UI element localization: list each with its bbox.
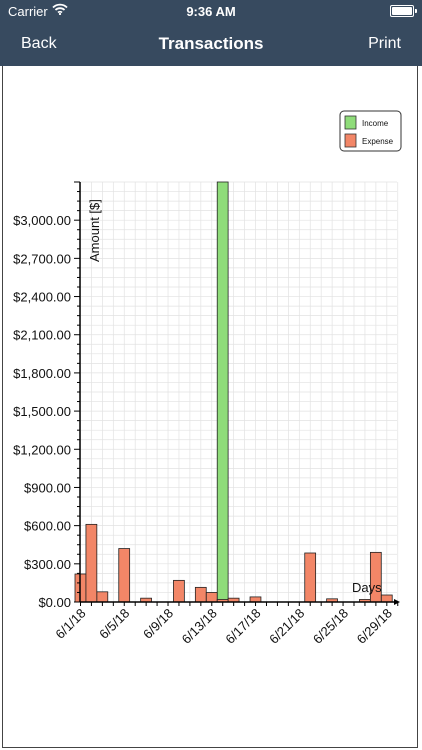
wifi-icon [52,3,68,18]
back-button[interactable]: Back [21,35,57,52]
chart-axes: $0.00 $300.00 $600.00 $900.00 $1,200.00 $1,50… [13,181,400,647]
y-tick-label: $2,100.00 [13,328,71,343]
x-tick-label: 6/5/18 [96,606,132,642]
bar-expense [205,592,218,603]
y-tick-label: $1,500.00 [13,404,71,419]
x-axis-title: Days [352,580,382,595]
bar-expense [96,591,109,603]
y-tick-label: $2,700.00 [13,251,71,266]
legend-swatch-expense [344,133,357,148]
battery-icon [390,5,417,17]
page-title: Transactions [158,34,264,53]
x-axis-arrow [394,599,400,605]
chart-container [2,66,418,748]
x-tick-label: 6/25/18 [310,606,351,647]
x-tick-label: 6/29/18 [354,606,395,647]
chart-grid [80,181,399,603]
print-button[interactable]: Print [368,35,401,52]
y-tick-label: $900.00 [24,480,71,495]
x-tick-label: 6/1/18 [52,606,88,642]
x-tick-label: 6/17/18 [222,606,263,647]
bar-expense [249,596,262,603]
y-tick-label: $2,400.00 [13,290,71,305]
x-tick-label: 6/9/18 [140,606,176,642]
y-tick-label: $3,000.00 [13,213,71,228]
y-tick-label: $1,200.00 [13,442,71,457]
y-tick-label: $1,800.00 [13,366,71,381]
legend-label-income: Income [362,119,389,128]
chart-legend: Income Expense [339,110,402,152]
legend-swatch-income [344,115,357,130]
bar-income [216,181,229,603]
bar-expense [85,523,98,603]
bar-expense [194,586,207,603]
y-tick-label: $600.00 [24,519,71,534]
nav-bar: Back Transactions Print [0,22,422,66]
x-tick-label: 6/13/18 [179,606,220,647]
carrier-label: Carrier [8,4,48,19]
status-time: 9:36 AM [186,4,236,19]
bar-expense [380,594,393,603]
x-tick-label: 6/21/18 [266,606,307,647]
status-bar: Carrier 9:36 AM [0,0,422,22]
bar-expense [304,552,317,603]
y-axis-title: Amount [$] [87,199,102,262]
bar-expense [173,579,185,603]
y-tick-label: $0.00 [38,595,71,610]
legend-label-expense: Expense [362,137,394,146]
y-tick-label: $300.00 [24,557,71,572]
bar-expense [118,548,131,603]
navigation-header: Carrier 9:36 AM Back Transactions Print [0,0,422,66]
